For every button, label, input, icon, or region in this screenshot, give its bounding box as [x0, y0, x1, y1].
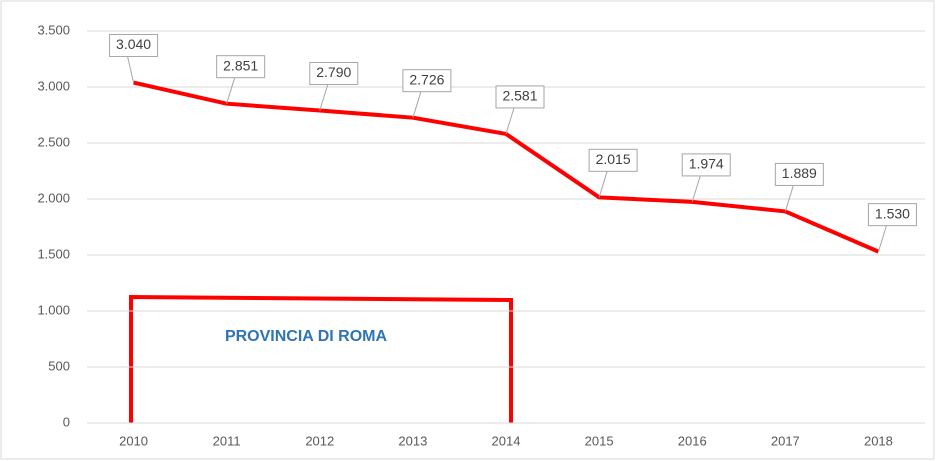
data-label: 2.726	[409, 71, 444, 87]
label-box	[402, 69, 452, 93]
data-label: 3.040	[116, 36, 151, 52]
y-tick-label: 1.000	[37, 302, 70, 317]
label-box	[588, 148, 638, 172]
leader-line	[877, 225, 887, 252]
x-tick-label: 2015	[585, 433, 614, 448]
label-box	[109, 34, 159, 58]
y-tick-label: 1.500	[37, 246, 70, 261]
y-tick-label: 3.500	[37, 22, 70, 37]
highlight-bracket	[129, 294, 513, 423]
leader-line	[412, 91, 422, 118]
x-tick-label: 2018	[864, 433, 893, 448]
label-box	[216, 55, 266, 79]
x-tick-label: 2011	[213, 433, 241, 448]
label-box	[681, 153, 731, 177]
data-label: 2.581	[502, 88, 537, 104]
label-box	[309, 62, 359, 86]
x-tick-label: 2017	[771, 433, 800, 448]
leader-line	[319, 84, 329, 111]
leader-line	[691, 175, 701, 203]
label-box	[867, 203, 917, 227]
y-tick-label: 2.500	[37, 134, 70, 149]
annotation: PROVINCIA DI ROMA	[225, 328, 388, 345]
x-tick-label: 2016	[678, 433, 707, 448]
label-box	[495, 85, 545, 109]
x-tick-label: 2012	[305, 433, 334, 448]
leader-line	[505, 107, 515, 135]
y-tick-label: 500	[48, 358, 70, 373]
data-label: 2.851	[223, 57, 258, 73]
data-label: 1.889	[782, 165, 817, 181]
data-label: 2.790	[316, 64, 351, 80]
data-label: 2.015	[596, 151, 631, 167]
y-tick-label: 2.000	[37, 190, 70, 205]
data-label: 1.974	[689, 156, 724, 172]
x-tick-label: 2014	[492, 433, 521, 448]
x-tick-label: 2010	[119, 433, 148, 448]
leader-line	[598, 171, 608, 198]
data-label: 1.530	[875, 205, 910, 221]
y-tick-label: 0	[63, 414, 70, 429]
leader-line	[784, 185, 794, 212]
leader-line	[127, 56, 135, 83]
x-tick-label: 2013	[398, 433, 427, 448]
leader-line	[226, 77, 236, 104]
label-box	[774, 162, 824, 186]
y-tick-label: 3.000	[37, 78, 70, 93]
